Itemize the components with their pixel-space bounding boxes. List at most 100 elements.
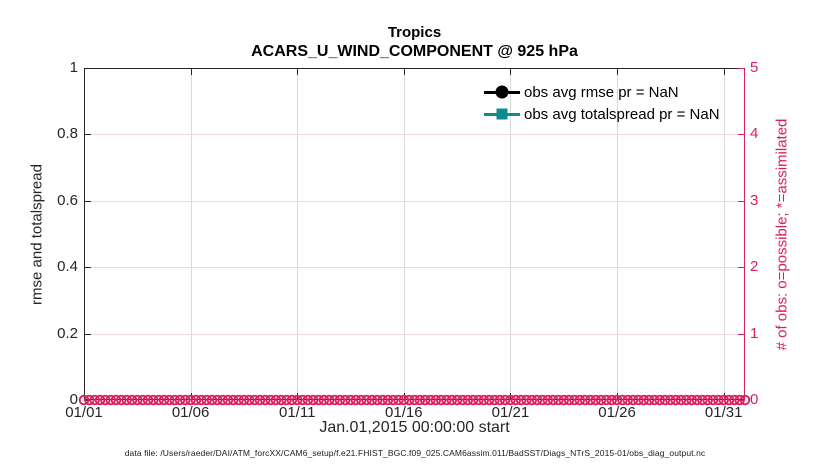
obs-marker-circle [723,394,735,406]
legend-entry: obs avg totalspread pr = NaN [484,103,720,125]
obs-marker-circle [734,394,745,406]
obs-marker-circle [275,394,287,406]
obs-marker-circle [489,394,500,406]
obs-marker-circle [217,394,228,406]
obs-marker-circle [403,394,415,406]
obs-marker-circle [462,394,474,406]
obs-marker-circle [558,394,570,406]
obs-marker-circle [649,394,660,406]
obs-marker-circle [633,394,644,406]
obs-marker-circle [585,394,596,406]
obs-marker-circle [638,394,649,406]
obs-marker-circle [323,394,335,406]
obs-marker-circle [691,394,703,406]
obs-marker-circle [531,394,543,406]
obs-marker-circle [329,394,340,406]
legend-entry-label: obs avg rmse pr = NaN [524,83,679,101]
obs-marker-circle [148,394,159,406]
obs-marker-circle [206,394,218,406]
obs-marker-circle [355,394,367,406]
obs-marker-circle [697,394,708,406]
obs-marker-circle [446,394,458,406]
obs-marker-circle [361,394,372,406]
obs-marker-circle [729,394,740,406]
obs-marker-circle [563,394,575,406]
plot-title: Tropics [387,24,442,41]
x-tick-top [84,69,85,75]
obs-marker-circle [686,394,697,406]
obs-marker-circle [457,394,468,406]
obs-marker-circle [313,394,324,406]
legend: obs avg rmse pr = NaN obs avg totalspread… [484,81,720,125]
obs-marker-circle [132,394,143,406]
obs-marker-circle [494,394,506,406]
obs-marker-circle [137,394,148,406]
y-tick-label-left: 0.2 [57,324,78,342]
x-gridline [403,69,405,399]
obs-marker-circle [622,394,633,406]
y-tick-left [85,134,91,136]
obs-marker-circle [377,394,388,406]
obs-marker-circle [505,394,516,406]
obs-marker-circle [483,394,495,406]
obs-marker-circle [153,394,164,406]
y-tick-label-right: 3 [750,191,759,209]
obs-marker-circle [435,394,447,406]
obs-marker-circle [441,394,452,406]
obs-marker-circle [590,394,601,406]
legend-sample [484,106,520,122]
obs-marker-circle [110,394,122,406]
obs-marker-circle [196,394,207,406]
obs-marker-circle [670,394,681,406]
x-tick-label: 01/11 [279,404,316,421]
obs-marker-circle [158,394,170,406]
obs-marker-circle [473,394,484,406]
y-tick-label-right: 1 [750,324,759,342]
y-tick-label-right: 0 [750,391,759,408]
obs-marker-circle [180,394,191,406]
y-gridline [85,134,744,136]
legend-entry-label: obs avg totalspread pr = NaN [524,105,720,123]
x-tick-label: 01/31 [704,404,743,421]
obs-marker-circle [78,394,90,406]
obs-marker-circle [526,394,538,406]
data-file-caption: data file: /Users/raeder/DAI/ATM_forcXX/… [124,448,706,458]
obs-marker-circle [366,394,378,406]
obs-marker-circle [681,394,692,406]
obs-marker-circle [100,394,111,406]
y-gridline [85,333,744,335]
obs-marker-circle [707,394,719,406]
y-tick-label-right: 2 [750,258,759,276]
obs-marker-circle [387,394,399,406]
obs-marker-circle [675,394,687,406]
obs-marker-circle [116,394,127,406]
obs-marker-circle [611,394,623,406]
plot-subtitle: ACARS_U_WIND_COMPONENT @ 925 hPa [251,43,578,60]
obs-marker-circle [665,394,676,406]
obs-marker-circle [606,394,617,406]
obs-marker-circle [617,394,628,406]
rmse-circle-marker-icon [495,85,509,99]
x-tick-top [617,69,619,75]
obs-marker-circle [627,394,639,406]
obs-marker-circle [398,394,410,406]
obs-marker-circle [595,394,607,406]
obs-marker-circle [233,394,244,406]
right-y-axis-label: # of obs: o=possible; *=assimilated [773,118,791,351]
x-tick-top [190,69,192,75]
obs-marker-circle [542,394,554,406]
obs-marker-circle [339,394,351,406]
x-tick-top [403,69,405,75]
obs-marker-circle [270,394,282,406]
y-tick-label-left: 0 [69,391,78,408]
obs-marker-circle [212,394,223,406]
obs-marker-circle [126,394,138,406]
obs-marker-circle [334,394,346,406]
legend-sample [484,84,520,100]
x-tick-label: 01/01 [65,404,103,421]
y-tick-right [738,267,744,269]
obs-marker-circle [169,394,180,406]
x-tick-top [297,69,299,75]
y-tick-label-right: 5 [750,59,759,76]
obs-marker-circle [281,394,292,406]
